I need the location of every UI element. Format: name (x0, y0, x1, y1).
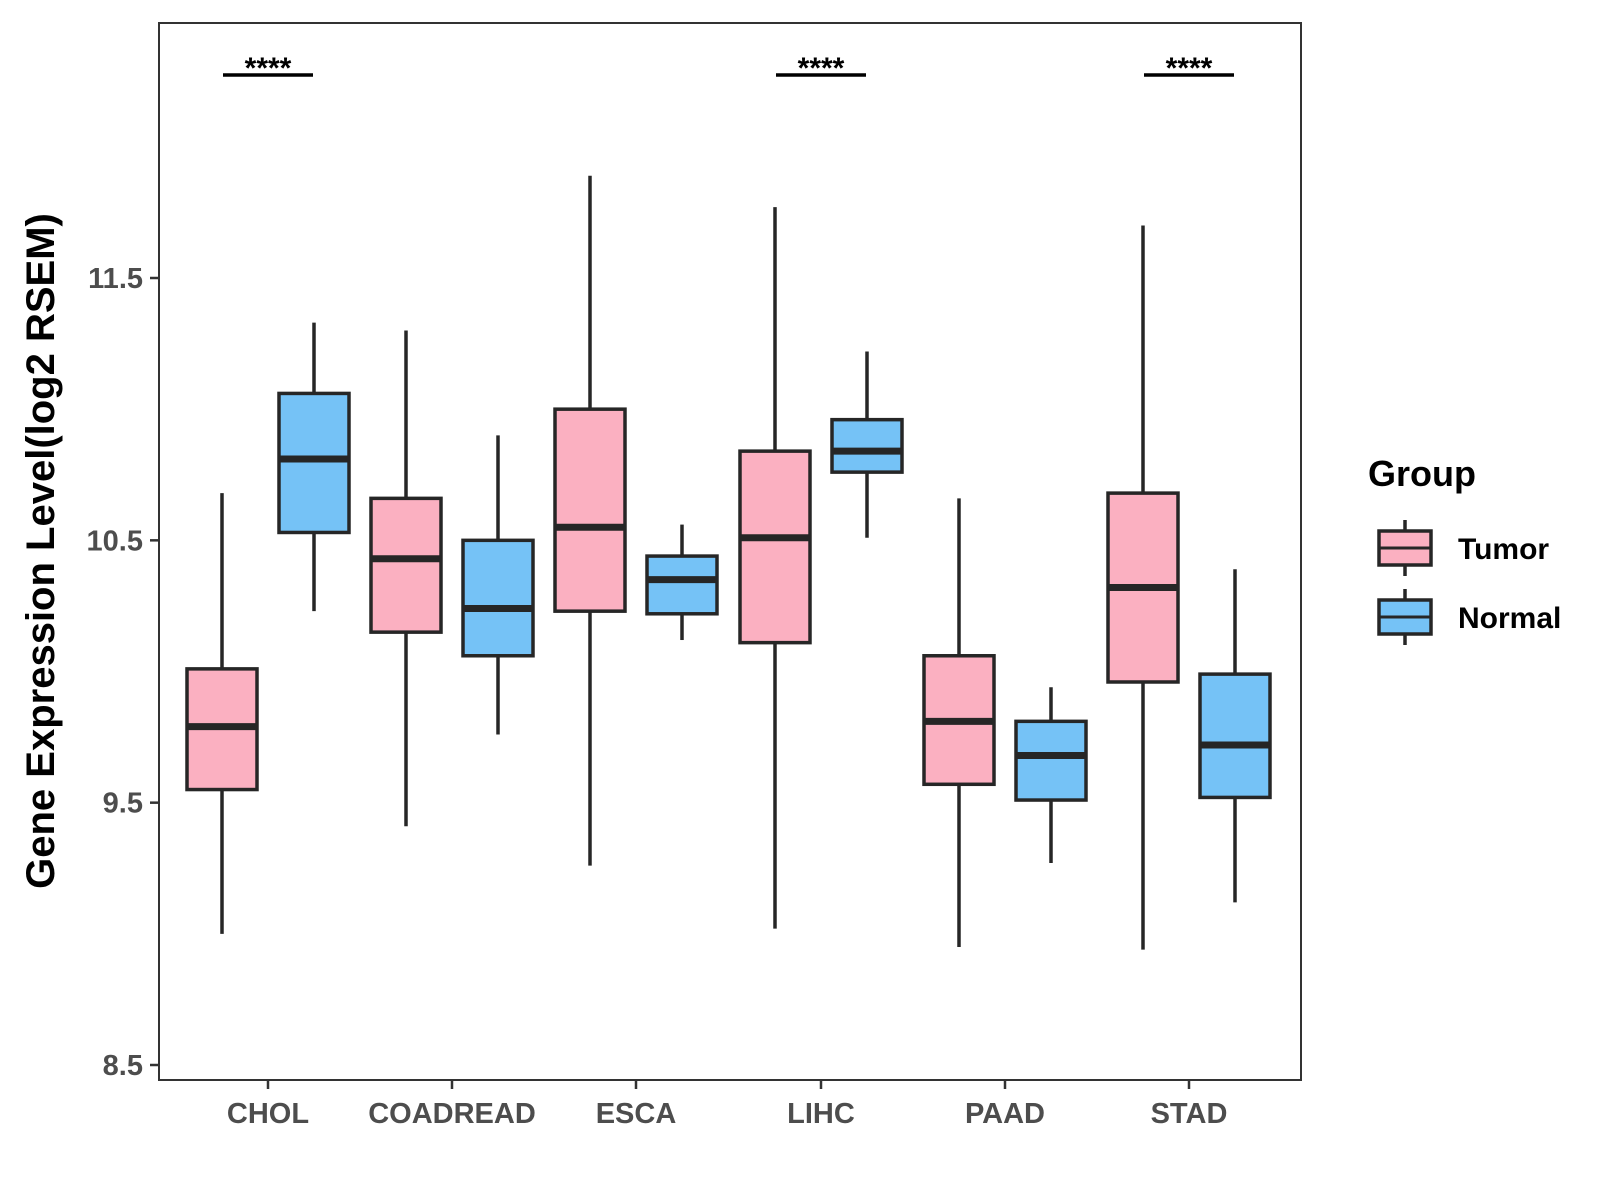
x-tick-label: LIHC (787, 1098, 855, 1130)
legend-label-tumor: Tumor (1458, 533, 1549, 566)
box-normal-lihc (830, 351, 904, 538)
x-tick-label: PAAD (965, 1098, 1045, 1130)
box-tumor-coadread (369, 330, 443, 827)
legend-key-normal (1377, 589, 1433, 645)
box-series (185, 175, 1272, 950)
box-iqr (461, 538, 535, 658)
box-normal-stad (1198, 569, 1272, 903)
y-tick-label: 8.5 (103, 1050, 143, 1082)
box-normal-paad (1014, 687, 1088, 864)
y-axis: 8.5 9.5 10.5 11.5 (87, 263, 159, 1082)
box-iqr (277, 391, 351, 535)
box-iqr (645, 554, 719, 616)
legend: Group Tumor Normal (1368, 453, 1561, 645)
box-normal-chol (277, 322, 351, 612)
box-iqr (1198, 672, 1272, 800)
legend-label-normal: Normal (1458, 602, 1561, 635)
box-tumor-stad (1106, 225, 1180, 950)
x-tick-label: COADREAD (368, 1098, 536, 1130)
box-tumor-esca (553, 175, 627, 866)
box-tumor-lihc (738, 207, 812, 929)
box-iqr (1014, 719, 1088, 802)
significance-label: **** (245, 52, 292, 85)
x-tick-label: STAD (1151, 1098, 1228, 1130)
x-axis: CHOL COADREAD ESCA LIHC PAAD STAD (227, 1080, 1227, 1130)
y-tick-label: 11.5 (88, 263, 143, 295)
box-iqr (553, 407, 627, 613)
significance-label: **** (1166, 52, 1213, 85)
box-normal-esca (645, 524, 719, 641)
x-tick-label: ESCA (596, 1098, 677, 1130)
y-axis-title: Gene Expression Level(log2 RSEM) (19, 213, 63, 889)
box-normal-coadread (461, 435, 535, 735)
legend-title: Group (1368, 453, 1476, 494)
box-iqr (369, 496, 443, 634)
significance-annotations: **** **** **** (223, 52, 1234, 85)
box-tumor-paad (922, 498, 996, 947)
significance-label: **** (798, 52, 845, 85)
box-iqr (738, 449, 812, 645)
y-tick-label: 10.5 (87, 525, 143, 557)
legend-key-tumor (1377, 520, 1433, 576)
x-tick-label: CHOL (227, 1098, 309, 1130)
box-tumor-chol (185, 493, 259, 934)
y-tick-label: 9.5 (103, 788, 143, 820)
box-iqr (830, 417, 904, 474)
